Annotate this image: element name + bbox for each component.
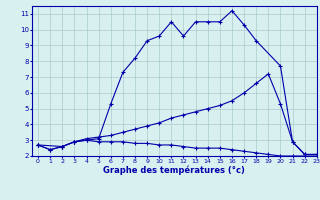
X-axis label: Graphe des températures (°c): Graphe des températures (°c) — [103, 165, 245, 175]
